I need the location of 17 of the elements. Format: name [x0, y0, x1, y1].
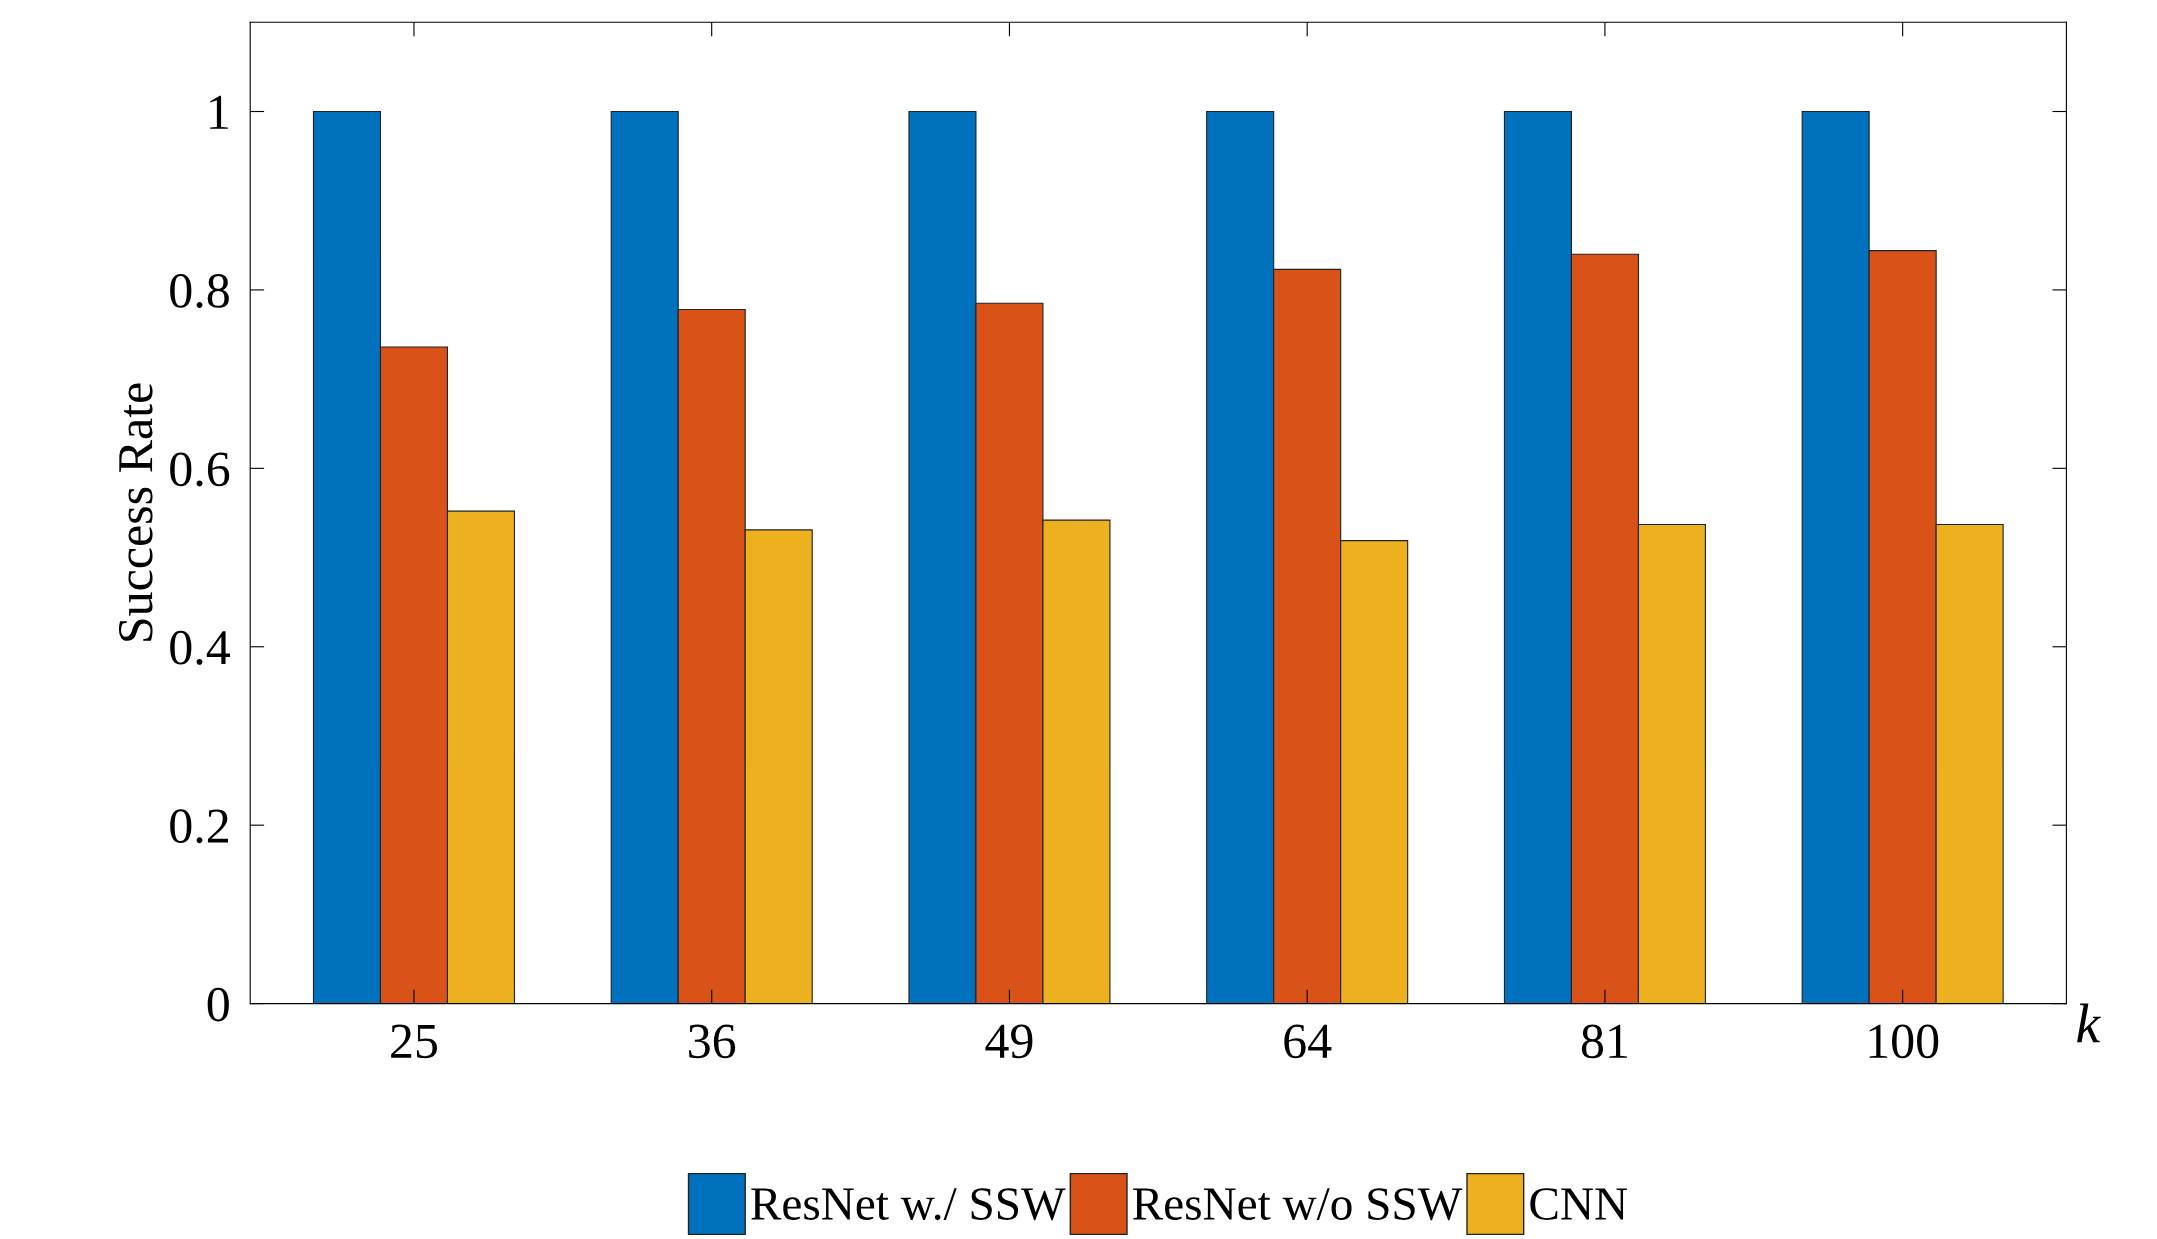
y-tick-label: 0.8: [170, 274, 229, 308]
y-tick-label: 0.2: [170, 809, 229, 844]
y-tick-label: 0.6: [170, 452, 230, 487]
y-tick-label: 1: [210, 95, 228, 129]
y-tick-label: 0: [207, 987, 229, 1022]
x-tick-label: 64: [1284, 1024, 1332, 1059]
x-axis-title: k: [2077, 1003, 2101, 1043]
legend-label: ResNet w./ SSW: [751, 1188, 1066, 1221]
legend-label: ResNet w/o SSW: [1133, 1188, 1463, 1221]
x-tick-label: 49: [985, 1024, 1033, 1059]
x-tick-label: 36: [689, 1024, 736, 1059]
x-tick-label: 100: [1869, 1024, 1939, 1059]
y-axis-title: Success Rate: [118, 383, 153, 641]
x-tick-label: 81: [1581, 1024, 1627, 1059]
legend-label: CNN: [1530, 1188, 1628, 1220]
y-tick-label: 0.4: [170, 630, 230, 665]
x-tick-label: 25: [391, 1024, 438, 1059]
